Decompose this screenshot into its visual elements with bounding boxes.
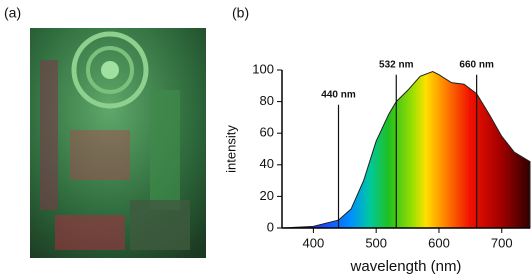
y-axis-label: intensity [223,125,238,173]
y-tick-label: 60 [260,125,274,140]
x-tick-label: 600 [428,235,450,250]
y-tick-label: 80 [260,93,274,108]
annotation-label: 532 nm [379,59,414,70]
panel-label: (a) [4,5,21,21]
x-axis-label: wavelength (nm) [350,258,462,275]
y-tick-label: 40 [260,156,274,171]
x-tick-label: 700 [491,235,513,250]
panel-label: (b) [232,5,249,21]
figure: (a) (b) intensity wavelength (nm) 0 20 40 6… [0,0,531,279]
annotation-label: 660 nm [459,59,494,70]
y-tick-label: 20 [260,188,274,203]
photo [30,28,206,258]
annotation-label: 440 nm [321,89,356,100]
spectrum-area [282,72,530,228]
x-tick-label: 400 [303,235,325,250]
y-tick-label: 100 [252,61,274,76]
y-tick-label: 0 [267,219,274,234]
x-tick-label: 500 [365,235,387,250]
page: (a) (b) intensity wavelength (nm) 0 20 40 6… [0,0,531,279]
